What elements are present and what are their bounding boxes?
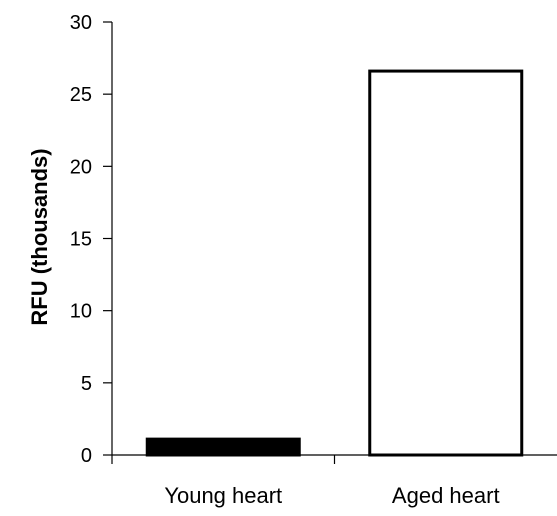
y-axis-title: RFU (thousands) [27,148,52,325]
bar-young-heart [145,437,301,457]
y-tick-label: 25 [70,84,92,106]
y-tick-label: 30 [70,12,92,34]
axes-layer [103,21,557,464]
y-tick-label: 15 [70,229,92,251]
y-tick-label: 0 [81,445,92,467]
x-category-label: Aged heart [392,483,500,508]
y-tick-label: 20 [70,156,92,178]
y-tick-label: 10 [70,301,92,323]
x-category-label: Young heart [164,483,282,508]
labels-layer: 0 5 10 15 20 25 30 Young heart Aged heart [70,12,500,508]
bars-layer [145,69,524,457]
y-tick-label: 5 [81,373,92,395]
bar-aged-heart [368,69,524,457]
